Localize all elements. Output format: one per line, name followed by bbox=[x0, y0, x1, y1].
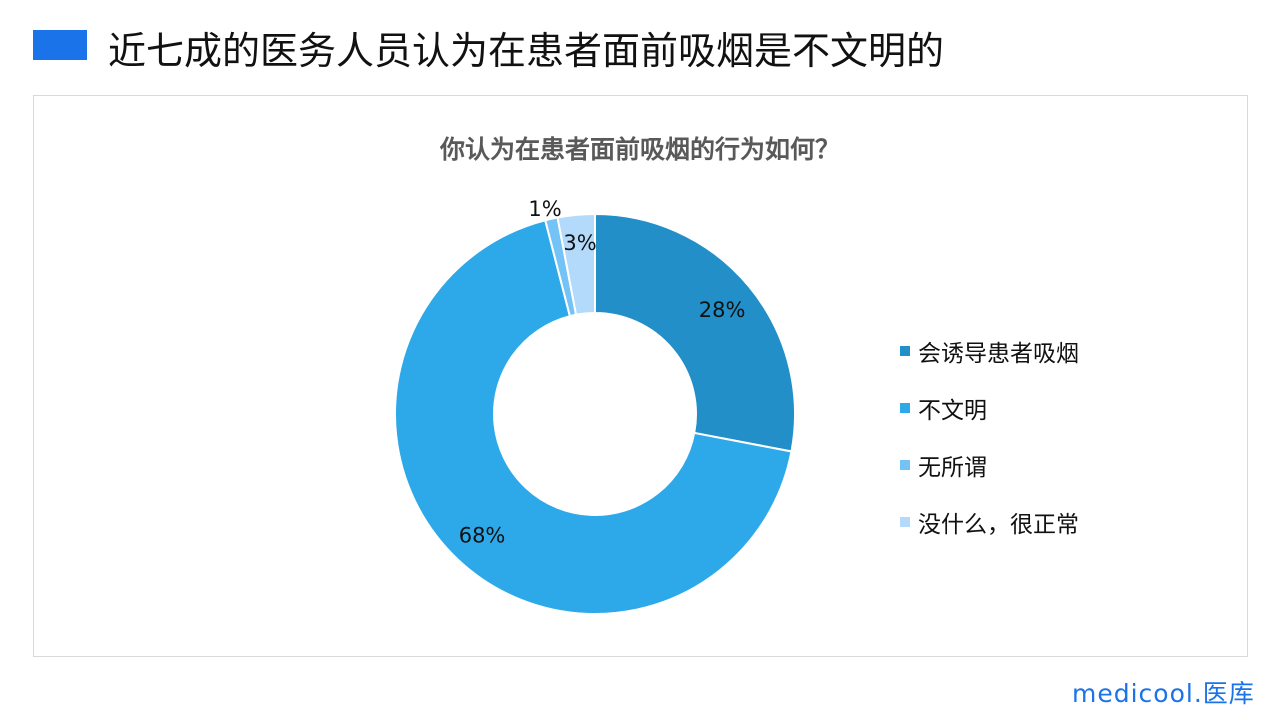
legend-label: 不文明 bbox=[918, 397, 987, 424]
slide-heading: 近七成的医务人员认为在患者面前吸烟是不文明的 bbox=[108, 29, 945, 73]
legend-item: 不文明 bbox=[900, 379, 1079, 436]
legend-swatch bbox=[900, 345, 910, 356]
chart-panel bbox=[33, 95, 1248, 657]
legend-swatch bbox=[900, 459, 910, 470]
heading-accent-bar bbox=[33, 30, 87, 60]
legend-label: 会诱导患者吸烟 bbox=[918, 340, 1079, 367]
legend-label: 无所谓 bbox=[918, 454, 987, 481]
data-label-2: 1% bbox=[528, 197, 561, 221]
legend-swatch bbox=[900, 516, 910, 527]
donut-slice-1 bbox=[394, 219, 793, 615]
data-label-0: 28% bbox=[699, 298, 746, 322]
data-label-3: 3% bbox=[563, 231, 596, 255]
data-label-1: 68% bbox=[459, 523, 506, 547]
legend-item: 会诱导患者吸烟 bbox=[900, 322, 1079, 379]
legend: 会诱导患者吸烟 不文明无所谓没什么，很正常 bbox=[900, 322, 1079, 550]
legend-swatch bbox=[900, 402, 910, 413]
legend-label: 没什么，很正常 bbox=[918, 511, 1079, 538]
chart-title: 你认为在患者面前吸烟的行为如何？ bbox=[439, 135, 840, 164]
donut-slice-3 bbox=[556, 212, 596, 316]
legend-item: 没什么，很正常 bbox=[900, 493, 1079, 550]
medicool-logo: medicool.医库 bbox=[1072, 679, 1255, 708]
legend-item: 无所谓 bbox=[900, 436, 1079, 493]
donut-slice-0 bbox=[594, 212, 796, 453]
